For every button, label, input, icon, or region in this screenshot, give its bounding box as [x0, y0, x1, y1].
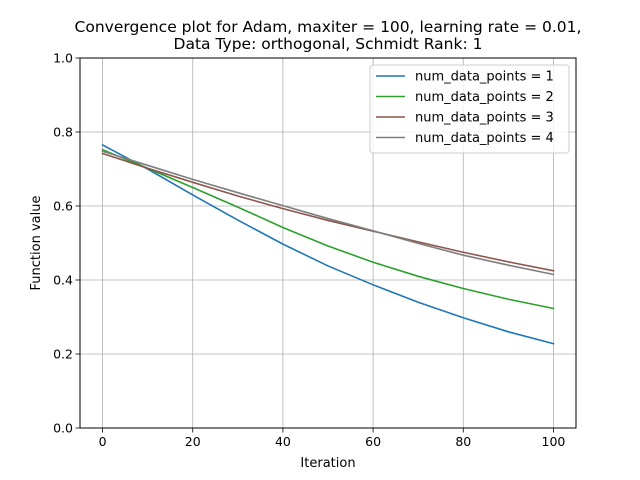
y-tick-label: 0.0 — [53, 421, 73, 436]
series-layer — [101, 143, 555, 345]
x-tick-label: 20 — [185, 434, 201, 449]
chart-title-line-1: Convergence plot for Adam, maxiter = 100… — [75, 18, 582, 36]
legend-label-1: num_data_points = 1 — [415, 70, 554, 85]
legend-label-3: num_data_points = 3 — [415, 111, 554, 126]
x-tick-label: 60 — [365, 434, 381, 449]
plot-frame — [79, 57, 577, 429]
legend-frame — [369, 64, 570, 154]
x-tick-label: 40 — [275, 434, 291, 449]
y-tick-label: 0.8 — [53, 125, 73, 140]
series-line-4 — [101, 150, 555, 276]
legend-label-2: num_data_points = 2 — [415, 90, 554, 105]
x-axis-ticks: 0 20 40 60 80 100 — [99, 428, 566, 449]
chart-title-line-2: Data Type: orthogonal, Schmidt Rank: 1 — [174, 35, 483, 53]
legend-label-4: num_data_points = 4 — [415, 131, 554, 146]
x-tick-label: 100 — [542, 434, 566, 449]
x-tick-label: 80 — [455, 434, 471, 449]
y-axis-label: Function value — [29, 196, 44, 291]
y-tick-label: 1.0 — [53, 51, 73, 66]
series-line-2 — [101, 148, 555, 310]
series-line-3 — [101, 152, 555, 272]
y-tick-label: 0.2 — [53, 347, 73, 362]
y-axis-ticks: 0.0 0.2 0.4 0.6 0.8 1.0 — [53, 51, 80, 436]
series-line-1 — [101, 143, 555, 345]
x-tick-label: 0 — [99, 434, 107, 449]
y-tick-label: 0.6 — [53, 199, 73, 214]
x-axis-label: Iteration — [300, 456, 355, 471]
legend: num_data_points = 1 num_data_points = 2 nu… — [369, 64, 570, 154]
y-tick-label: 0.4 — [53, 273, 73, 288]
